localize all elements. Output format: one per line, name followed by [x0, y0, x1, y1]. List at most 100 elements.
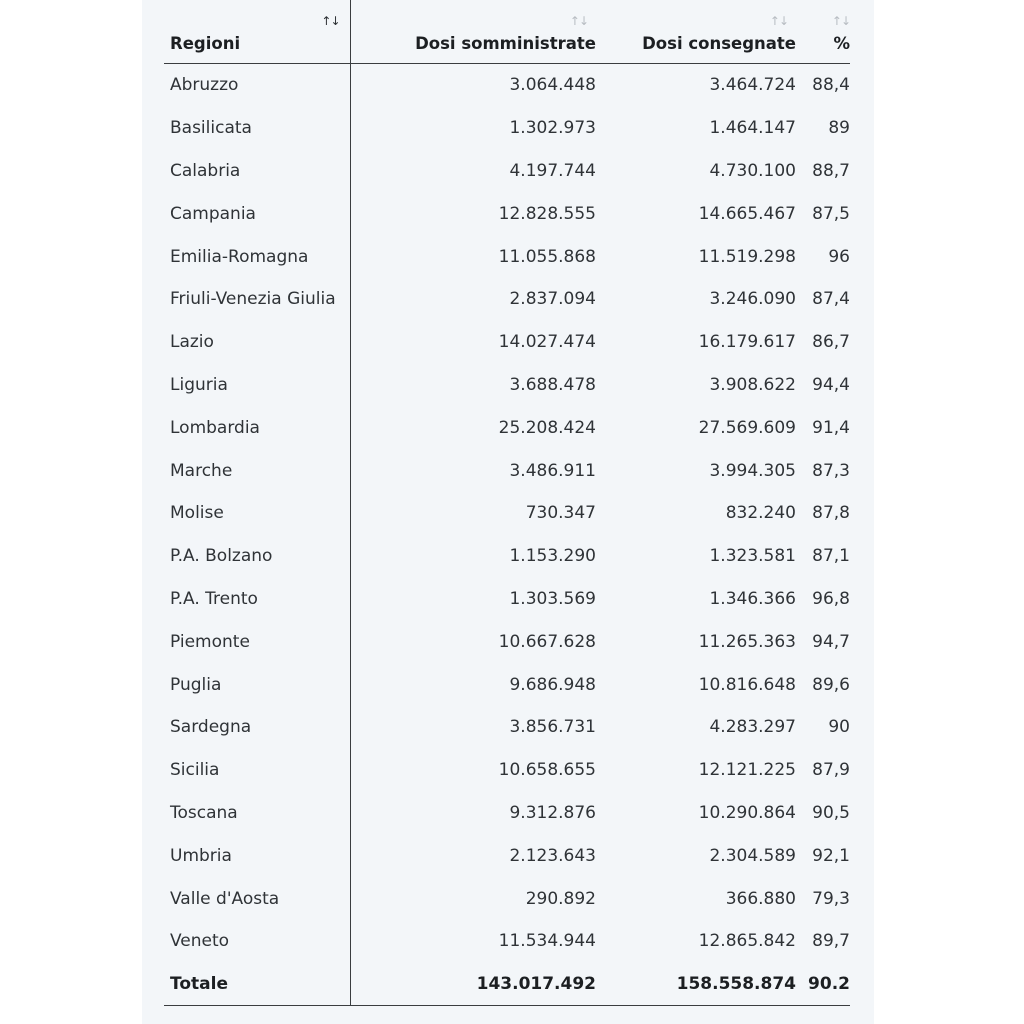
cell-delivered: 366.880: [725, 888, 796, 909]
cell-region: Campania: [164, 192, 351, 236]
cell-delivered: 3.464.724: [709, 75, 796, 96]
table-row: Abruzzo 3.064.448 3.464.724 88,4: [164, 63, 850, 107]
cell-administered: 3.688.478: [509, 374, 596, 395]
cell-administered: 2.123.643: [509, 845, 596, 866]
sort-icon[interactable]: ↑↓: [569, 14, 589, 28]
total-administered: 143.017.492: [350, 962, 596, 1006]
cell-percent: 90,5: [812, 802, 850, 823]
cell-region: Lazio: [164, 320, 351, 364]
cell-percent: 79,3: [812, 888, 850, 909]
table-row: Liguria 3.688.478 3.908.622 94,4: [164, 363, 850, 407]
cell-administered: 10.667.628: [498, 631, 596, 652]
cell-percent: 89,6: [812, 674, 850, 695]
header-row: ↑↓ Regioni ↑↓ Dosi somministrate ↑↓ Dosi…: [164, 0, 851, 64]
cell-delivered: 1.346.366: [709, 588, 796, 609]
cell-administered: 11.534.944: [498, 931, 596, 952]
vaccine-doses-table: ↑↓ Regioni ↑↓ Dosi somministrate ↑↓ Dosi…: [164, 0, 851, 1006]
table-row: P.A. Bolzano 1.153.290 1.323.581 87,1: [164, 534, 850, 578]
table-row: Puglia 9.686.948 10.816.648 89,6: [164, 663, 850, 706]
cell-delivered: 4.283.297: [709, 717, 796, 738]
cell-percent: 87,1: [812, 546, 850, 567]
sort-icon[interactable]: ↑↓: [831, 14, 851, 28]
table-row: Sicilia 10.658.655 12.121.225 87,9: [164, 748, 850, 792]
column-header-dosi-somministrate[interactable]: ↑↓ Dosi somministrate: [350, 0, 596, 64]
table-row: Toscana 9.312.876 10.290.864 90,5: [164, 791, 850, 835]
table-row: Piemonte 10.667.628 11.265.363 94,7: [164, 620, 850, 664]
column-header-percent[interactable]: ↑↓ %: [796, 0, 851, 64]
cell-administered: 12.828.555: [498, 203, 596, 224]
cell-administered: 11.055.868: [498, 246, 596, 267]
cell-region: Emilia-Romagna: [164, 235, 351, 278]
table-row: P.A. Trento 1.303.569 1.346.366 96,8: [164, 577, 850, 621]
cell-administered: 1.303.569: [509, 588, 596, 609]
cell-region: Toscana: [164, 791, 351, 835]
cell-delivered: 11.519.298: [698, 246, 796, 267]
cell-percent: 87,9: [812, 760, 850, 781]
cell-percent: 92,1: [812, 845, 850, 866]
cell-delivered: 12.865.842: [698, 931, 796, 952]
column-header-regioni[interactable]: ↑↓ Regioni: [164, 0, 351, 64]
table-row: Veneto 11.534.944 12.865.842 89,7: [164, 919, 850, 963]
cell-region: Molise: [164, 491, 351, 535]
cell-administered: 1.153.290: [509, 546, 596, 567]
cell-percent: 96: [828, 246, 850, 267]
column-header-label: Dosi consegnate: [642, 34, 796, 53]
cell-percent: 88,7: [812, 160, 850, 181]
total-row: Totale 143.017.492 158.558.874 90.2: [164, 962, 850, 1006]
cell-percent: 89: [828, 118, 850, 139]
cell-administered: 25.208.424: [498, 417, 596, 438]
column-header-label: Regioni: [170, 34, 241, 53]
table-row: Basilicata 1.302.973 1.464.147 89: [164, 106, 850, 150]
cell-percent: 90: [828, 717, 850, 738]
table-row: Calabria 4.197.744 4.730.100 88,7: [164, 149, 850, 193]
cell-administered: 730.347: [525, 503, 596, 524]
table-body: Abruzzo 3.064.448 3.464.724 88,4 Basilicata…: [164, 63, 850, 1006]
cell-region: Friuli-Venezia Giulia: [164, 277, 351, 321]
sort-icon[interactable]: ↑↓: [321, 14, 340, 28]
sort-icon[interactable]: ↑↓: [769, 14, 789, 28]
cell-percent: 94,4: [812, 374, 850, 395]
cell-percent: 89,7: [812, 931, 850, 952]
cell-delivered: 11.265.363: [698, 631, 796, 652]
total-percent: 90.2: [796, 962, 850, 1006]
cell-delivered: 14.665.467: [698, 203, 796, 224]
cell-delivered: 16.179.617: [698, 332, 796, 353]
table-row: Molise 730.347 832.240 87,8: [164, 491, 850, 535]
cell-percent: 88,4: [812, 75, 850, 96]
cell-percent: 96,8: [812, 588, 850, 609]
table-row: Umbria 2.123.643 2.304.589 92,1: [164, 834, 850, 878]
cell-administered: 290.892: [525, 888, 596, 909]
cell-administered: 9.312.876: [509, 802, 596, 823]
table-row: Emilia-Romagna 11.055.868 11.519.298 96: [164, 235, 850, 278]
cell-percent: 87,3: [812, 460, 850, 481]
table-row: Marche 3.486.911 3.994.305 87,3: [164, 449, 850, 492]
cell-region: Marche: [164, 449, 351, 492]
cell-region: Umbria: [164, 834, 351, 878]
column-header-dosi-consegnate[interactable]: ↑↓ Dosi consegnate: [596, 0, 796, 64]
table-row: Sardegna 3.856.731 4.283.297 90: [164, 705, 850, 749]
cell-region: Lombardia: [164, 406, 351, 450]
table-row: Valle d'Aosta 290.892 366.880 79,3: [164, 877, 850, 920]
cell-delivered: 2.304.589: [709, 845, 796, 866]
cell-administered: 2.837.094: [509, 289, 596, 310]
cell-region: Sicilia: [164, 748, 351, 792]
cell-region: Puglia: [164, 663, 351, 706]
table-panel: ↑↓ Regioni ↑↓ Dosi somministrate ↑↓ Dosi…: [142, 0, 874, 1024]
cell-region: P.A. Bolzano: [164, 534, 351, 578]
cell-percent: 94,7: [812, 631, 850, 652]
cell-region: Calabria: [164, 149, 351, 193]
table-row: Lazio 14.027.474 16.179.617 86,7: [164, 320, 850, 364]
cell-percent: 87,5: [812, 203, 850, 224]
cell-delivered: 832.240: [725, 503, 796, 524]
cell-delivered: 1.464.147: [709, 118, 796, 139]
cell-administered: 4.197.744: [509, 160, 596, 181]
table-row: Lombardia 25.208.424 27.569.609 91,4: [164, 406, 850, 450]
cell-region: Valle d'Aosta: [164, 877, 351, 920]
cell-administered: 3.486.911: [509, 460, 596, 481]
cell-region: P.A. Trento: [164, 577, 351, 621]
table-header: ↑↓ Regioni ↑↓ Dosi somministrate ↑↓ Dosi…: [164, 0, 851, 64]
cell-delivered: 27.569.609: [698, 417, 796, 438]
total-delivered: 158.558.874: [596, 962, 796, 1006]
cell-delivered: 1.323.581: [709, 546, 796, 567]
cell-administered: 10.658.655: [498, 760, 596, 781]
